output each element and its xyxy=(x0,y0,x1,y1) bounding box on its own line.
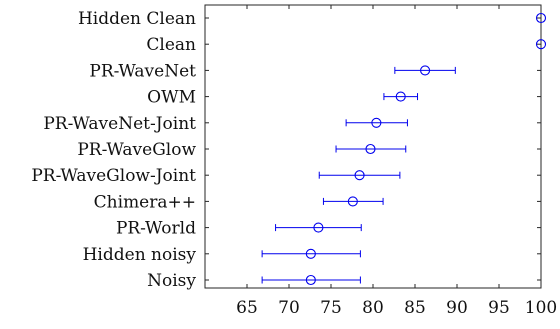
y-tick-label: PR-WaveNet-Joint xyxy=(43,114,196,134)
x-tick-label: 100 xyxy=(525,298,557,318)
data-point xyxy=(535,39,547,50)
y-tick-label: PR-WaveGlow-Joint xyxy=(31,166,196,186)
x-tick-label: 95 xyxy=(488,298,510,318)
plot-area-frame xyxy=(204,4,542,289)
x-tick-label: 85 xyxy=(404,298,426,318)
data-point xyxy=(535,12,547,24)
x-tick-label: 75 xyxy=(320,298,342,318)
data-point xyxy=(347,196,358,207)
chart-marks: Hidden Clean Clean PR-WaveNet OWM PR-WaveNet… xyxy=(31,5,557,318)
x-tick-label: 80 xyxy=(362,298,384,318)
y-tick-label: Hidden noisy xyxy=(83,245,197,265)
y-tick-label: PR-World xyxy=(116,219,196,239)
data-point xyxy=(365,143,376,155)
x-tick-label: 90 xyxy=(446,298,468,318)
y-tick-label: Hidden Clean xyxy=(78,9,196,29)
data-point xyxy=(395,91,406,102)
y-tick-label: PR-WaveNet xyxy=(89,61,196,81)
data-point xyxy=(313,222,324,233)
y-tick-label: Noisy xyxy=(147,271,196,291)
x-tick-label: 70 xyxy=(278,298,300,318)
y-tick-label: OWM xyxy=(147,88,196,108)
data-point xyxy=(420,65,431,76)
y-tick-label: Clean xyxy=(146,35,196,55)
y-tick-label: Chimera++ xyxy=(94,192,196,212)
y-tick-label: PR-WaveGlow xyxy=(77,140,196,160)
x-tick-label: 65 xyxy=(236,298,258,318)
data-point xyxy=(305,274,316,286)
data-point xyxy=(371,117,382,128)
data-point xyxy=(354,170,365,181)
data-point xyxy=(305,248,316,259)
